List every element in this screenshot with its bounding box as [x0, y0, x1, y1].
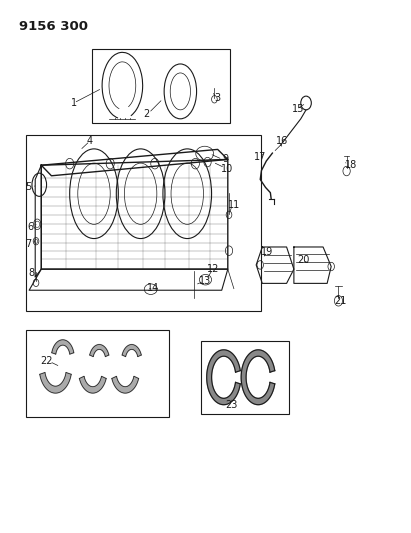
Text: 11: 11	[228, 200, 240, 210]
Polygon shape	[79, 376, 106, 393]
Text: 9: 9	[222, 155, 228, 164]
Text: 19: 19	[261, 247, 273, 257]
Text: 5: 5	[25, 182, 31, 192]
Text: 4: 4	[87, 136, 93, 146]
Bar	[201, 342, 289, 414]
Text: 18: 18	[344, 160, 357, 169]
Polygon shape	[40, 373, 71, 393]
Text: 16: 16	[276, 136, 288, 147]
Text: 7: 7	[25, 239, 31, 249]
Text: 14: 14	[147, 282, 159, 293]
Text: 6: 6	[27, 222, 33, 232]
Text: 15: 15	[292, 104, 304, 114]
Polygon shape	[112, 376, 139, 393]
Text: 23: 23	[226, 400, 238, 410]
Text: 10: 10	[221, 164, 233, 174]
Text: 17: 17	[254, 152, 266, 162]
Polygon shape	[52, 340, 74, 354]
Text: 3: 3	[215, 93, 221, 103]
Polygon shape	[207, 350, 240, 405]
Text: 1: 1	[71, 98, 77, 108]
Bar	[26, 135, 261, 311]
Polygon shape	[90, 344, 109, 357]
Polygon shape	[241, 350, 275, 405]
Bar	[26, 330, 169, 417]
Text: 8: 8	[28, 268, 34, 278]
Bar	[92, 49, 230, 123]
Text: 12: 12	[208, 264, 220, 274]
Text: 9156 300: 9156 300	[19, 20, 88, 33]
Text: 13: 13	[199, 276, 211, 286]
Text: 22: 22	[40, 357, 53, 367]
Text: 2: 2	[143, 109, 150, 118]
Polygon shape	[122, 344, 141, 357]
Text: 21: 21	[334, 296, 346, 306]
Text: 20: 20	[298, 255, 310, 265]
